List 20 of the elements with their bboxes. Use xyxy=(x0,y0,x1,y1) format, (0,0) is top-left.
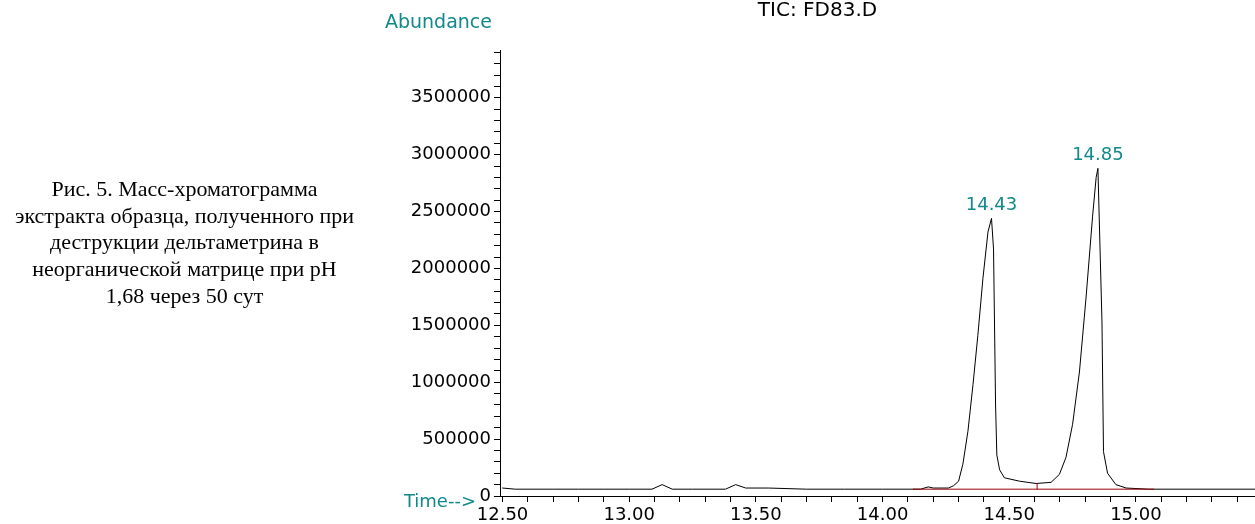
x-tick-label: 13.50 xyxy=(730,503,782,524)
x-tick-label: 14.50 xyxy=(983,503,1036,524)
y-tick-label: 1000000 xyxy=(410,369,491,391)
y-tick-label: 500000 xyxy=(422,426,491,448)
y-tick-label: 0 xyxy=(479,483,491,505)
x-axis-title: Time--> xyxy=(402,490,476,511)
y-tick-label: 3500000 xyxy=(410,85,491,107)
chart-title: TIC: FD83.D xyxy=(756,0,878,22)
x-tick-label: 15.00 xyxy=(1110,503,1162,524)
x-tick-label: 14.00 xyxy=(856,503,909,524)
x-tick-label: 12.50 xyxy=(476,503,529,524)
annotation: 14.85 xyxy=(1072,143,1124,164)
y-tick-label: 2000000 xyxy=(410,256,491,278)
x-tick-label: 13.00 xyxy=(603,503,655,524)
annotation: 14.43 xyxy=(965,193,1018,215)
y-tick-label: 2500000 xyxy=(410,199,491,221)
y-tick-label: 1500000 xyxy=(410,313,491,335)
text: Рис. 5. Масс-хроматограмма экстракта образца, полученного при деструкции дельтаметрина в неорганической матрице при pH 1,68 через 50 сут xyxy=(13,176,356,310)
y-tick-label: 3000000 xyxy=(410,142,491,164)
y-axis-title: Abundance xyxy=(384,10,492,32)
